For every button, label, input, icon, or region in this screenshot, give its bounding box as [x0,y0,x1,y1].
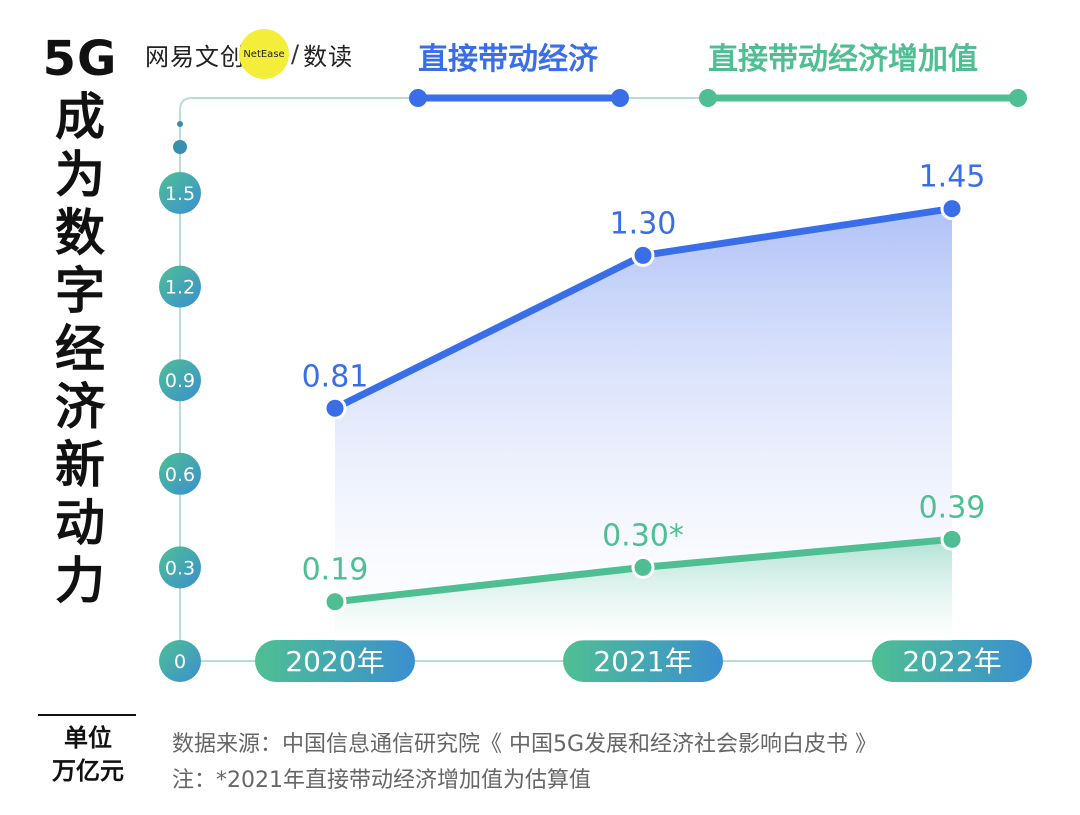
legend-label-green: 直接带动经济增加值 [708,42,978,77]
title-char: 5G [42,31,118,87]
series-area [335,539,952,641]
title-char: 力 [55,552,105,610]
x-category-pill [872,640,1032,682]
brand-logo: 网易文创 NetEase / 数读 [145,29,354,79]
y-tick-label: 1.2 [165,277,195,299]
footnote-text: 注：*2021年直接带动经济增加值为估算值 [172,768,591,793]
title-char: 济 [55,378,105,436]
title-char: 字 [55,262,105,320]
data-label: 0.19 [302,553,369,588]
vertical-title: 5G 成 为 数 字 经 济 新 动 力 [40,30,120,610]
y-tick-badge [159,640,201,682]
legend-dot [409,89,427,107]
data-point [940,197,964,221]
y-tick-badge [159,265,201,308]
title-char: 新 [55,436,105,494]
data-label: 0.81 [302,359,369,394]
data-point [323,396,347,420]
brand-section: 数读 [303,42,354,71]
data-label: 1.30 [610,206,677,241]
series-area [335,208,952,641]
data-label: 0.39 [919,490,986,525]
brand-slash-icon: / [291,40,300,68]
brand-name: 网易文创 [145,42,245,71]
data-label: 0.30* [602,518,684,553]
axis-dot-medium [173,140,187,154]
data-label: 1.45 [919,160,986,195]
axis-dot-small [177,121,183,127]
legend-dot [1009,89,1027,107]
title-char: 数 [55,204,105,262]
legend-dot [611,89,629,107]
data-point [323,590,347,614]
x-tick-label: 2020年 [285,645,384,678]
title-char: 成 [55,88,105,146]
brand-badge: NetEase [239,29,289,79]
title-char: 动 [55,494,105,552]
y-tick-badge [159,546,201,589]
title-char: 经 [55,320,105,378]
data-point [940,527,964,551]
source-text: 数据来源：中国信息通信研究院《 中国5G发展和经济社会影响白皮书 》 [172,732,878,757]
source-notes: 数据来源：中国信息通信研究院《 中国5G发展和经济社会影响白皮书 》 注：*20… [172,727,877,799]
data-point [631,555,655,579]
unit-label: 单位 万亿元 [36,722,140,788]
unit-value: 万亿元 [52,757,124,785]
x-category-pill [563,640,723,682]
unit-title: 单位 [64,724,112,752]
unit-divider [38,714,136,716]
y-tick-label: 0.3 [165,557,195,579]
y-tick-label: 0 [174,651,186,673]
title-char: 为 [55,146,105,204]
y-tick-badge [159,359,201,402]
y-tick-badge [159,172,201,214]
legend-label-blue: 直接带动经济 [418,42,598,77]
x-tick-label: 2022年 [902,645,1001,678]
axis-top-frame [179,97,1018,148]
y-tick-badge [159,452,201,495]
x-category-pill [255,640,415,682]
y-tick-label: 0.6 [165,464,195,486]
brand-badge-text: NetEase [243,48,285,60]
y-tick-label: 0.9 [165,370,195,392]
legend-dot [699,89,717,107]
data-point [631,243,655,267]
y-tick-label: 1.5 [165,183,195,205]
x-tick-label: 2021年 [593,645,692,678]
